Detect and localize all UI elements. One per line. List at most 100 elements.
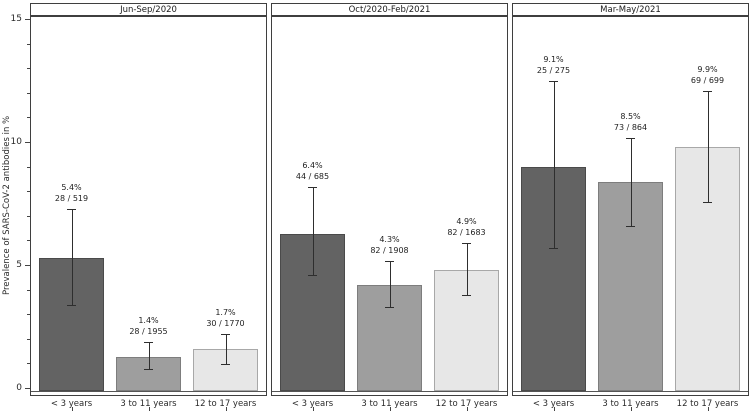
y-minor-tick	[27, 363, 30, 364]
bar-percent-label: 9.1%	[543, 55, 564, 64]
bar-3-to-11-years	[116, 357, 181, 391]
error-bar-cap-bottom	[308, 275, 317, 276]
bar-value-label: 9.9% 69 / 699	[653, 64, 750, 86]
error-bar-cap-top	[308, 187, 317, 188]
error-bar-cap-bottom	[549, 248, 558, 249]
error-bar-cap-bottom	[626, 226, 635, 227]
bar-value-label: 1.7% 30 / 1770	[171, 307, 281, 329]
x-tick	[707, 407, 709, 411]
error-bar-line	[707, 91, 709, 202]
x-tick-label-3-to-11-years: 3 to 11 years	[120, 399, 177, 409]
panel-plot-area: 9.1% 25 / 275 8.5% 73 / 864 9.9% 69 / 699	[512, 16, 749, 396]
error-bar-cap-bottom	[221, 364, 230, 365]
bar-count-label: 82 / 1683	[447, 228, 486, 237]
error-bar-line	[553, 81, 555, 248]
panel-title: Mar-May/2021	[512, 3, 749, 16]
panel-plot-area: 5.4% 28 / 519 1.4% 28 / 1955 1.7% 30 / 1770	[30, 16, 267, 396]
y-minor-tick	[27, 290, 30, 291]
bar-12-to-17-years	[434, 270, 499, 391]
bar-value-label: 8.5% 73 / 864	[576, 111, 686, 133]
error-bar-line	[312, 187, 314, 275]
bar-percent-label: 4.3%	[379, 235, 400, 244]
y-major-tick	[25, 265, 30, 266]
y-minor-tick	[27, 339, 30, 340]
y-tick-label: 5	[16, 260, 22, 270]
x-axis-zero-line	[513, 391, 748, 392]
y-major-tick	[25, 388, 30, 389]
bar-value-label: 1.4% 28 / 1955	[94, 315, 204, 337]
error-bar-cap-top	[462, 243, 471, 244]
bar-percent-label: 4.9%	[456, 217, 477, 226]
panel-title: Jun-Sep/2020	[30, 3, 267, 16]
y-minor-tick	[27, 314, 30, 315]
panel-oct-2020-feb-2021: Oct/2020-Feb/2021 6.4% 44 / 685 4.3% 82 / 19…	[271, 3, 508, 396]
x-tick-label-3-to-11-years: 3 to 11 years	[602, 399, 659, 409]
x-tick	[630, 407, 632, 411]
error-bar-cap-bottom	[703, 202, 712, 203]
x-tick	[148, 407, 150, 411]
y-minor-tick	[27, 93, 30, 94]
y-tick-label: 15	[10, 14, 22, 24]
error-bar-cap-top	[703, 91, 712, 92]
y-minor-tick	[27, 240, 30, 241]
bar-value-label: 4.9% 82 / 1683	[412, 216, 522, 238]
panel-title: Oct/2020-Feb/2021	[271, 3, 508, 16]
bar-count-label: 28 / 519	[54, 194, 89, 203]
x-tick-label-3-years: < 3 years	[291, 399, 334, 409]
y-minor-tick	[27, 44, 30, 45]
x-tick-label-3-to-11-years: 3 to 11 years	[361, 399, 418, 409]
x-tick-label-12-to-17-years: 12 to 17 years	[435, 399, 498, 409]
error-bar-cap-bottom	[67, 305, 76, 306]
y-tick-label: 0	[16, 383, 22, 393]
y-minor-tick	[27, 68, 30, 69]
error-bar-cap-bottom	[144, 369, 153, 370]
bar-percent-label: 1.4%	[138, 316, 159, 325]
x-tick	[553, 407, 555, 411]
x-tick	[71, 407, 73, 411]
y-minor-tick	[27, 167, 30, 168]
error-bar-cap-top	[144, 342, 153, 343]
bar-count-label: 28 / 1955	[129, 327, 168, 336]
bar-count-label: 73 / 864	[613, 123, 648, 132]
bar-percent-label: 9.9%	[697, 65, 718, 74]
bar-count-label: 82 / 1908	[370, 246, 409, 255]
bar-percent-label: 8.5%	[620, 112, 641, 121]
bar-percent-label: 5.4%	[61, 183, 82, 192]
y-minor-tick	[27, 191, 30, 192]
bar-value-label: 9.1% 25 / 275	[499, 54, 609, 76]
y-tick-label: 10	[10, 137, 22, 147]
x-tick-label-3-years: < 3 years	[50, 399, 93, 409]
error-bar-line	[148, 342, 150, 369]
error-bar-line	[466, 243, 468, 295]
bar-count-label: 25 / 275	[536, 66, 571, 75]
error-bar-cap-bottom	[385, 307, 394, 308]
x-tick-label-3-years: < 3 years	[532, 399, 575, 409]
error-bar-line	[71, 209, 73, 305]
bar-count-label: 69 / 699	[690, 76, 725, 85]
y-major-tick	[25, 142, 30, 143]
x-tick	[466, 407, 468, 411]
bar-value-label: 4.3% 82 / 1908	[335, 234, 445, 256]
x-axis-zero-line	[272, 391, 507, 392]
panel-mar-may-2021: Mar-May/2021 9.1% 25 / 275 8.5% 73 / 864 9.9%…	[512, 3, 749, 396]
panel-plot-area: 6.4% 44 / 685 4.3% 82 / 1908 4.9% 82 / 1683	[271, 16, 508, 396]
error-bar-cap-top	[549, 81, 558, 82]
error-bar-line	[225, 334, 227, 364]
x-tick-label-12-to-17-years: 12 to 17 years	[676, 399, 739, 409]
panel-jun-sep-2020: Jun-Sep/2020 5.4% 28 / 519 1.4% 28 / 1955 1.7…	[30, 3, 267, 396]
error-bar-cap-top	[221, 334, 230, 335]
bar-count-label: 30 / 1770	[206, 319, 245, 328]
error-bar-cap-top	[385, 261, 394, 262]
x-tick-label-12-to-17-years: 12 to 17 years	[194, 399, 257, 409]
bar-percent-label: 1.7%	[215, 308, 236, 317]
bar-value-label: 5.4% 28 / 519	[17, 182, 127, 204]
bar-percent-label: 6.4%	[302, 161, 323, 170]
bar-value-label: 6.4% 44 / 685	[258, 160, 368, 182]
error-bar-line	[389, 261, 391, 307]
y-minor-tick	[27, 216, 30, 217]
x-axis-zero-line	[31, 391, 266, 392]
bar-count-label: 44 / 685	[295, 172, 330, 181]
x-tick	[225, 407, 227, 411]
y-major-tick	[25, 19, 30, 20]
